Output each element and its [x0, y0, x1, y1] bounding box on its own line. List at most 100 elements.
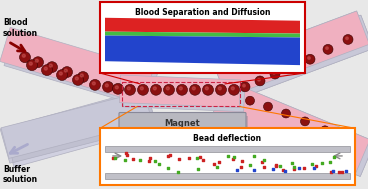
Point [122, 159, 128, 162]
Point [261, 159, 267, 162]
Point [175, 170, 181, 173]
Circle shape [202, 84, 213, 95]
Circle shape [113, 83, 124, 94]
Circle shape [29, 62, 32, 65]
Point [231, 155, 237, 158]
Bar [105, 146, 350, 152]
Polygon shape [214, 11, 368, 98]
Circle shape [26, 60, 38, 70]
Circle shape [287, 62, 297, 72]
Circle shape [44, 67, 47, 70]
Circle shape [42, 65, 53, 75]
Circle shape [89, 79, 100, 90]
Text: Blood Separation and Diffusion: Blood Separation and Diffusion [135, 8, 270, 17]
Circle shape [243, 84, 245, 87]
Circle shape [192, 87, 195, 90]
Text: Magnet: Magnet [164, 119, 200, 128]
Point [239, 159, 245, 162]
Circle shape [231, 87, 234, 90]
Polygon shape [105, 18, 300, 34]
Polygon shape [217, 84, 368, 177]
Point [194, 157, 199, 160]
Circle shape [323, 44, 333, 54]
Circle shape [321, 126, 329, 135]
Bar [122, 82, 240, 106]
Circle shape [216, 84, 226, 95]
Circle shape [326, 47, 328, 50]
Circle shape [290, 65, 292, 67]
Point [259, 160, 265, 163]
Point [197, 156, 203, 159]
Circle shape [305, 54, 315, 64]
Point [270, 167, 276, 170]
Circle shape [140, 87, 143, 90]
Point [319, 162, 325, 165]
Point [336, 170, 342, 173]
Point [152, 160, 158, 163]
Circle shape [205, 87, 208, 90]
Circle shape [273, 72, 275, 74]
Polygon shape [218, 15, 368, 102]
Polygon shape [4, 94, 157, 167]
Circle shape [22, 54, 25, 57]
Text: Blood
solution: Blood solution [3, 18, 38, 37]
Point [110, 156, 116, 159]
Circle shape [49, 64, 52, 67]
Point [216, 161, 222, 164]
Circle shape [282, 109, 290, 118]
Circle shape [163, 84, 174, 95]
Point [296, 167, 301, 170]
Point [331, 155, 337, 158]
Circle shape [177, 84, 188, 95]
Circle shape [343, 35, 353, 44]
Point [225, 155, 231, 158]
Point [251, 168, 257, 171]
FancyBboxPatch shape [119, 112, 246, 134]
Polygon shape [1, 91, 152, 158]
Point [289, 161, 295, 164]
Bar [100, 2, 305, 73]
Circle shape [75, 77, 78, 80]
Circle shape [124, 84, 135, 95]
Polygon shape [124, 79, 245, 112]
Polygon shape [213, 80, 368, 172]
Circle shape [64, 69, 67, 72]
Circle shape [255, 76, 265, 86]
Point [238, 166, 244, 169]
Circle shape [59, 72, 62, 75]
Circle shape [308, 57, 310, 59]
Point [273, 164, 279, 167]
Point [195, 167, 201, 170]
Circle shape [57, 70, 67, 81]
Polygon shape [120, 75, 241, 108]
Circle shape [153, 87, 156, 90]
Point [165, 167, 171, 170]
Circle shape [103, 81, 113, 92]
Point [251, 155, 257, 158]
Point [230, 158, 236, 161]
Point [211, 162, 217, 165]
Point [313, 165, 319, 168]
Point [167, 154, 173, 157]
Circle shape [229, 84, 240, 95]
Circle shape [240, 82, 250, 92]
Point [165, 154, 171, 157]
Point [186, 156, 192, 160]
Polygon shape [105, 32, 300, 37]
Circle shape [20, 52, 31, 63]
Circle shape [46, 62, 57, 73]
Point [291, 167, 297, 170]
Circle shape [61, 67, 72, 77]
Polygon shape [0, 27, 153, 104]
Polygon shape [213, 80, 368, 172]
Circle shape [218, 87, 221, 90]
Point [147, 156, 153, 160]
Point [277, 164, 283, 167]
Polygon shape [4, 32, 158, 108]
Polygon shape [214, 11, 368, 98]
Circle shape [138, 84, 149, 95]
Circle shape [258, 78, 260, 81]
Circle shape [263, 102, 272, 111]
Point [273, 165, 279, 168]
Polygon shape [5, 95, 156, 163]
